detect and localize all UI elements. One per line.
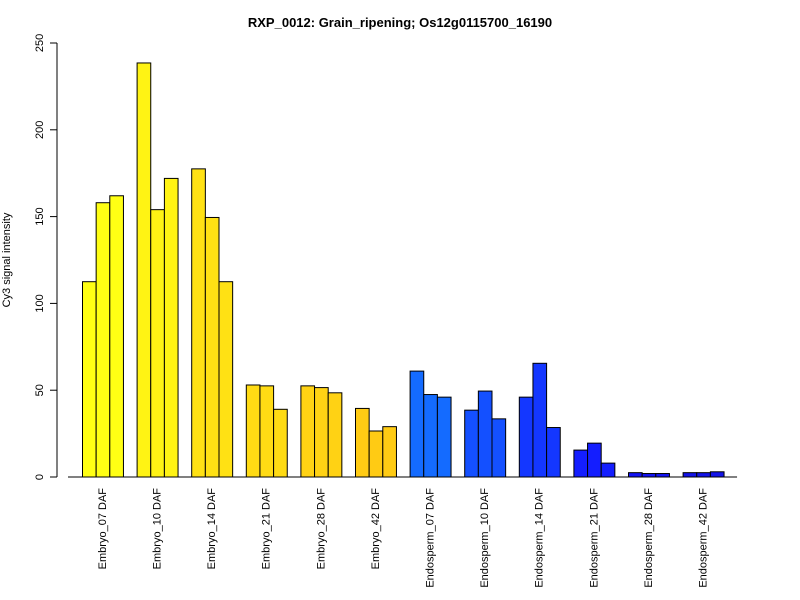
bars-group xyxy=(82,62,725,478)
bar xyxy=(587,442,602,478)
bar xyxy=(245,384,261,478)
bar xyxy=(600,462,616,478)
bar xyxy=(709,471,725,478)
y-tick-label: 150 xyxy=(34,207,46,225)
bar xyxy=(368,430,384,478)
x-tick-label: Endosperm_42 DAF xyxy=(697,488,709,588)
x-tick-label: Embryo_21 DAF xyxy=(261,488,273,570)
x-tick-label: Endosperm_21 DAF xyxy=(588,488,600,588)
x-tick-label: Embryo_42 DAF xyxy=(370,488,382,570)
y-tick-label: 50 xyxy=(34,384,46,396)
bar xyxy=(573,449,589,478)
bar xyxy=(409,370,425,478)
y-axis-label: Cy3 signal intensity xyxy=(1,212,13,307)
bar xyxy=(314,387,329,478)
x-tick-label: Endosperm_07 DAF xyxy=(424,488,436,588)
bar xyxy=(95,202,111,478)
x-tick-label: Embryo_28 DAF xyxy=(315,488,327,570)
bar xyxy=(218,281,234,478)
bar xyxy=(163,177,179,478)
y-tick-label: 100 xyxy=(34,294,46,312)
x-tick-label: Embryo_10 DAF xyxy=(151,488,163,570)
bar xyxy=(273,408,288,478)
bar xyxy=(259,385,275,478)
y-tick-label: 0 xyxy=(34,474,46,480)
bar xyxy=(477,390,493,478)
y-tick-label: 200 xyxy=(34,121,46,139)
bar xyxy=(532,362,548,478)
x-axis: Embryo_07 DAF Embryo_10 DAF Embryo_14 DAF E… xyxy=(68,476,738,588)
bar xyxy=(327,392,343,478)
bar xyxy=(682,472,698,478)
bar xyxy=(204,216,220,478)
bar xyxy=(436,396,452,478)
bar xyxy=(423,394,438,478)
bar xyxy=(191,168,206,478)
x-tick-label: Endosperm_28 DAF xyxy=(643,488,655,588)
bar xyxy=(300,385,316,478)
bar xyxy=(518,396,534,478)
bar xyxy=(696,472,711,478)
bar xyxy=(82,281,97,478)
chart-title: RXP_0012: Grain_ripening; Os12g0115700_1… xyxy=(248,15,552,30)
bar xyxy=(655,473,670,478)
x-tick-label: Endosperm_14 DAF xyxy=(534,488,546,588)
bar xyxy=(355,407,370,478)
x-tick-label: Embryo_14 DAF xyxy=(206,488,218,570)
bar xyxy=(628,472,643,478)
bar xyxy=(641,473,657,478)
bar xyxy=(136,62,152,478)
y-axis: 0 50 100 150 200 250 xyxy=(34,34,58,480)
bar xyxy=(382,426,397,478)
bar xyxy=(491,418,507,478)
bar xyxy=(464,409,479,478)
bar xyxy=(150,209,165,478)
y-tick-label: 250 xyxy=(34,34,46,52)
x-tick-label: Endosperm_10 DAF xyxy=(479,488,491,588)
x-tick-label: Embryo_07 DAF xyxy=(97,488,109,570)
bar xyxy=(546,427,561,478)
bar xyxy=(109,195,124,478)
